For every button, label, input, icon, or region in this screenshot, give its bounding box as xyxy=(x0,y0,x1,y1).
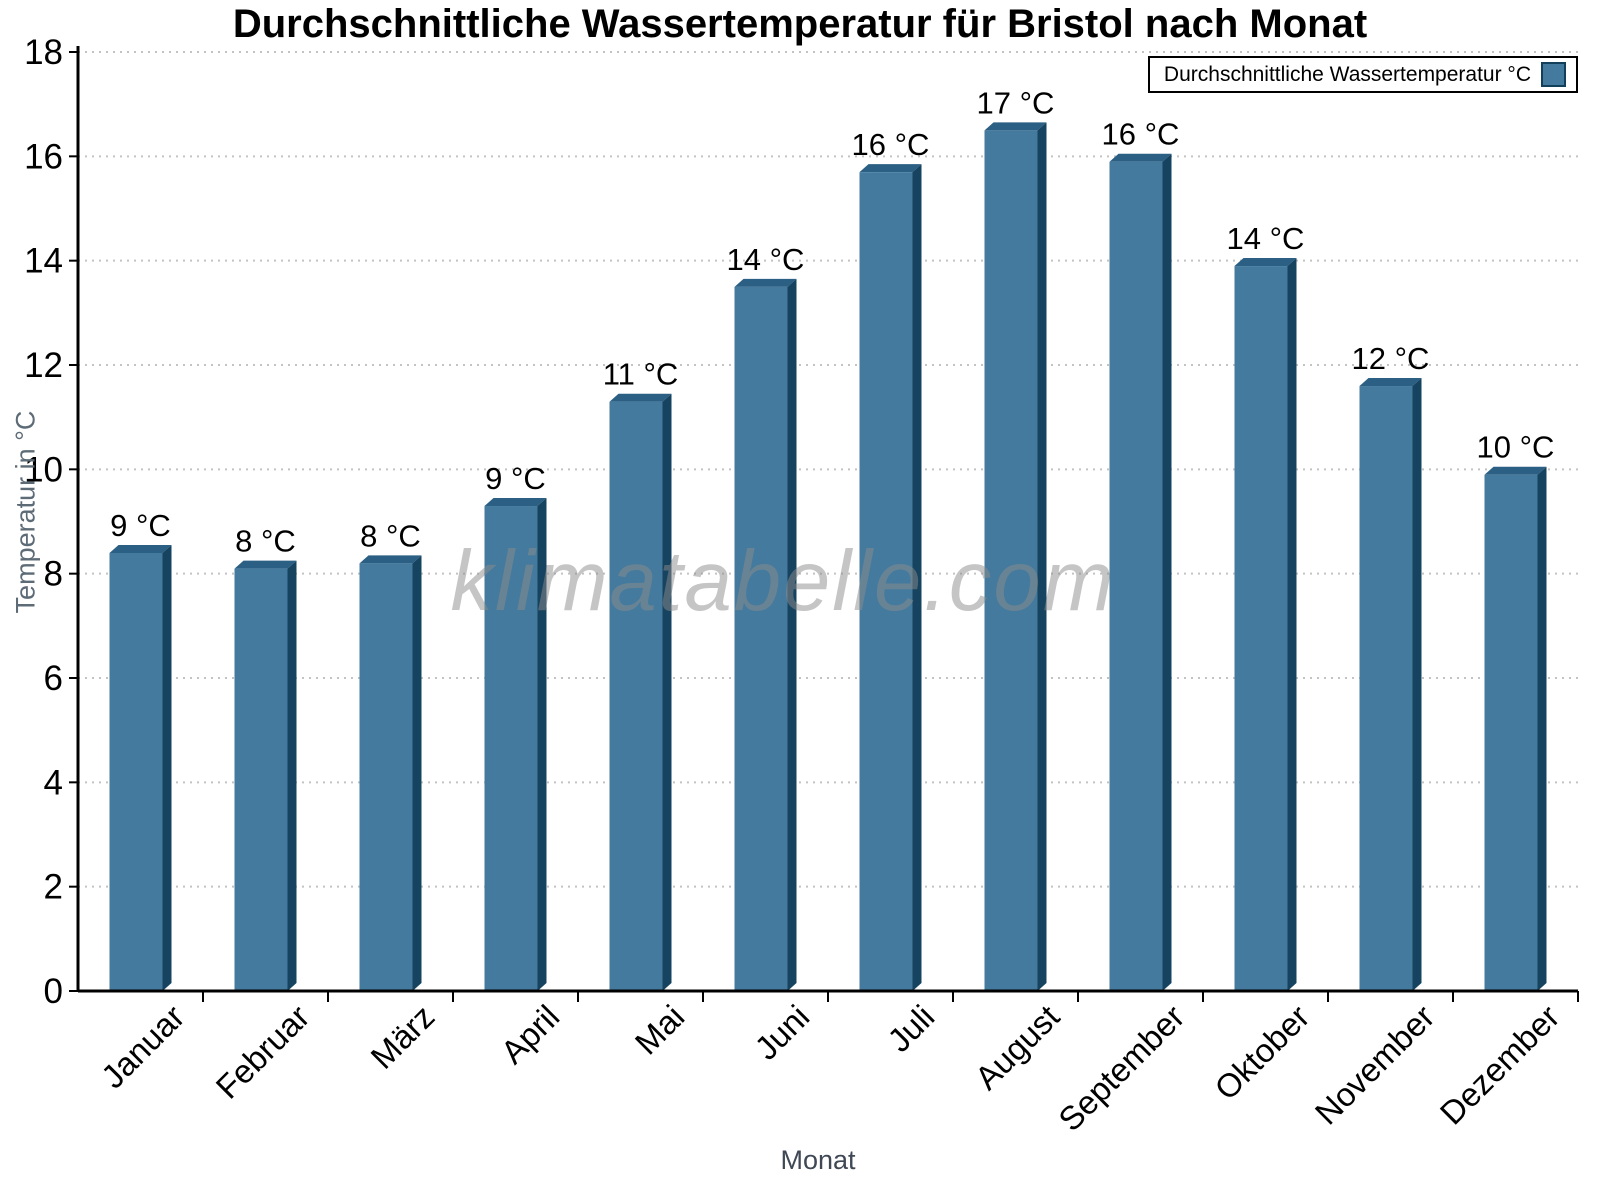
bar-side-face xyxy=(412,555,422,991)
bar-side-face xyxy=(662,393,672,992)
bar-value-label: 16 °C xyxy=(852,127,930,162)
bar-value-label: 8 °C xyxy=(235,524,296,559)
bar-top-face xyxy=(1484,466,1547,475)
bar-value-label: 14 °C xyxy=(1227,221,1305,256)
x-tick-label: September xyxy=(1051,998,1191,1138)
y-tick-label: 8 xyxy=(44,555,63,594)
y-tick-label: 4 xyxy=(44,763,63,802)
x-tick-label: Oktober xyxy=(1207,998,1316,1107)
y-tick-label: 10 xyxy=(24,450,63,489)
bar-top-face xyxy=(734,278,797,287)
y-axis-title: Temperatur in °C xyxy=(10,410,41,614)
bar xyxy=(109,552,163,991)
y-tick-label: 18 xyxy=(24,33,63,72)
bar-side-face xyxy=(1537,466,1547,992)
bar-side-face xyxy=(537,498,547,991)
bar-value-label: 9 °C xyxy=(110,508,171,543)
bar-top-face xyxy=(609,393,672,402)
bar-side-face xyxy=(287,560,297,991)
x-tick-label: Dezember xyxy=(1433,998,1567,1132)
x-tick-label: Februar xyxy=(209,998,317,1106)
x-tick-label: Januar xyxy=(94,998,192,1096)
bar xyxy=(734,286,788,991)
bar xyxy=(1109,161,1163,992)
bar-top-face xyxy=(859,164,922,173)
x-tick-label: April xyxy=(494,998,567,1071)
bar xyxy=(1234,266,1288,991)
bar-top-face xyxy=(1359,378,1422,387)
bar-value-label: 14 °C xyxy=(727,242,805,277)
x-tick-label: November xyxy=(1308,998,1442,1132)
x-tick-label: August xyxy=(968,998,1067,1097)
x-tick-label: März xyxy=(363,998,441,1076)
bar-value-label: 11 °C xyxy=(603,357,679,392)
bar-value-label: 16 °C xyxy=(1102,117,1180,152)
legend: Durchschnittliche Wassertemperatur °C xyxy=(1147,56,1578,93)
y-tick-label: 12 xyxy=(24,346,63,385)
bar-top-face xyxy=(109,544,172,553)
bar-top-face xyxy=(484,498,547,507)
bar xyxy=(359,563,413,991)
bar-side-face xyxy=(1287,258,1297,991)
bar-value-label: 10 °C xyxy=(1477,430,1555,465)
x-tick-label: Juli xyxy=(880,998,941,1059)
bar-value-label: 17 °C xyxy=(977,85,1055,120)
bar-value-label: 12 °C xyxy=(1352,341,1430,376)
y-tick-label: 16 xyxy=(24,137,63,176)
legend-swatch-icon xyxy=(1541,62,1566,87)
chart-title: Durchschnittliche Wassertemperatur für B… xyxy=(232,2,1368,46)
bar xyxy=(1359,386,1413,992)
x-tick-label: Mai xyxy=(628,998,692,1062)
bar-top-face xyxy=(1234,258,1297,267)
bar-side-face xyxy=(1037,122,1047,992)
bar-top-face xyxy=(1109,153,1172,162)
bar xyxy=(984,130,1038,992)
bar-side-face xyxy=(1412,378,1422,992)
bar xyxy=(484,506,538,991)
bar xyxy=(609,401,663,992)
bar xyxy=(234,568,288,991)
bar-top-face xyxy=(234,560,297,569)
bar xyxy=(1484,474,1538,992)
y-tick-label: 0 xyxy=(44,972,63,1011)
bar-top-face xyxy=(359,555,422,564)
bar-side-face xyxy=(162,544,172,991)
bar-side-face xyxy=(787,278,797,991)
bar xyxy=(859,172,913,992)
bar-value-label: 9 °C xyxy=(485,461,546,496)
x-tick-label: Juni xyxy=(747,998,816,1067)
x-axis-title: Monat xyxy=(780,1145,856,1175)
y-tick-label: 2 xyxy=(44,868,63,907)
y-tick-label: 6 xyxy=(44,659,63,698)
legend-label: Durchschnittliche Wassertemperatur °C xyxy=(1163,62,1531,86)
bar-top-face xyxy=(984,122,1047,131)
bar-value-label: 8 °C xyxy=(360,518,421,553)
bar-side-face xyxy=(1162,153,1172,992)
y-tick-label: 14 xyxy=(24,242,63,281)
bar-side-face xyxy=(912,164,922,992)
